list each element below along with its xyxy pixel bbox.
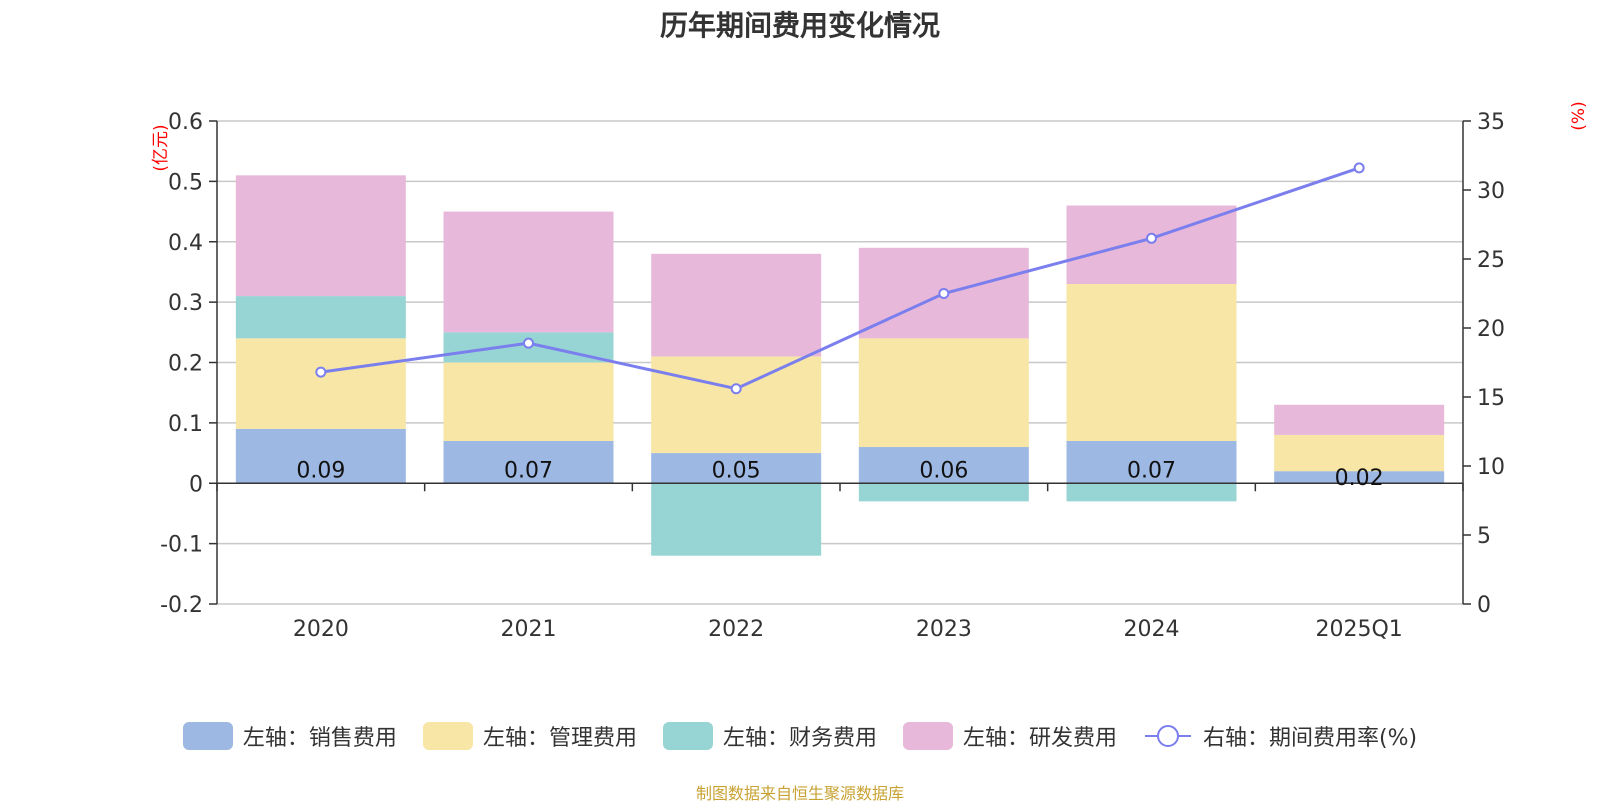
left-axis-tick-label: 0.3: [168, 291, 203, 316]
legend-item-rate[interactable]: 右轴：期间费用率(%): [1143, 720, 1417, 752]
left-axis-tick-label: 0.6: [168, 110, 203, 135]
bar-sales-2024: [1066, 440, 1237, 484]
right-axis-tick-label: 35: [1477, 110, 1505, 135]
bar-sales-2020: [235, 428, 406, 484]
bar-admin-2020: [235, 338, 406, 429]
right-axis-tick-label: 20: [1477, 317, 1505, 342]
bar-finance-2022: [651, 483, 822, 556]
legend-label-rnd: 左轴：研发费用: [962, 726, 1117, 751]
left-axis-tick-label: 0.1: [168, 412, 203, 437]
bar-sales-2022: [651, 453, 822, 484]
left-axis-tick-label: -0.2: [160, 593, 203, 618]
right-axis-tick-label: 5: [1477, 524, 1491, 549]
x-axis-category-label: 2021: [501, 617, 557, 642]
rate-point-2020: [315, 366, 327, 378]
legend: 左轴：销售费用 左轴：管理费用 左轴：财务费用 左轴：研发费用 右轴：期间费用率…: [0, 718, 1600, 754]
bar-rnd-2022: [651, 253, 822, 357]
legend-item-admin[interactable]: 左轴：管理费用: [422, 720, 637, 752]
rate-point-2024: [1146, 232, 1157, 244]
bar-value-label: 0.07: [1127, 458, 1176, 483]
bar-admin-2022: [651, 356, 822, 454]
right-axis-tick-label: 30: [1477, 179, 1505, 204]
bar-rnd-2021: [443, 211, 614, 333]
x-axis-category-label: 2022: [708, 617, 764, 642]
bar-value-label: 0.02: [1335, 466, 1384, 491]
bar-rnd-2025Q1: [1274, 404, 1445, 435]
x-axis-category-label: 2023: [916, 617, 972, 642]
bar-admin-2025Q1: [1274, 434, 1445, 472]
bar-admin-2024: [1066, 284, 1237, 441]
legend-item-finance[interactable]: 左轴：财务费用: [662, 720, 877, 752]
right-axis-tick-label: 10: [1477, 455, 1505, 480]
legend-label-admin: 左轴：管理费用: [482, 726, 637, 751]
bar-sales-2025Q1: [1274, 471, 1445, 484]
legend-line-marker-icon: [1144, 725, 1191, 747]
bar-value-label: 0.06: [919, 458, 968, 483]
left-axis-tick-label: 0: [189, 472, 203, 497]
rate-point-2023: [938, 288, 950, 299]
bar-admin-2023: [858, 338, 1029, 448]
bar-sales-2021: [443, 440, 614, 484]
x-axis-category-label: 2025Q1: [1316, 617, 1403, 642]
rate-point-2025Q1: [1353, 162, 1365, 174]
left-axis-tick-label: -0.1: [160, 533, 203, 558]
legend-label-rate: 右轴：期间费用率(%): [1202, 726, 1418, 751]
right-axis-tick-label: 25: [1477, 248, 1505, 273]
left-axis-tick-label: 0.5: [168, 170, 203, 195]
legend-swatch-rnd: [902, 722, 953, 750]
x-axis-category-label: 2024: [1124, 617, 1180, 642]
left-axis-unit: (亿元): [151, 124, 171, 171]
bar-value-label: 0.07: [504, 458, 553, 483]
legend-swatch-sales: [182, 722, 233, 750]
bar-value-label: 0.05: [712, 458, 761, 483]
left-axis-tick-label: 0.4: [168, 231, 203, 256]
bar-value-label: 0.09: [296, 458, 345, 483]
x-axis-category-label: 2020: [293, 617, 349, 642]
left-axis-tick-label: 0.2: [168, 352, 203, 377]
legend-item-sales[interactable]: 左轴：销售费用: [182, 720, 397, 752]
right-axis-tick-label: 0: [1477, 593, 1491, 618]
bar-admin-2021: [443, 362, 614, 441]
legend-item-rnd[interactable]: 左轴：研发费用: [902, 720, 1117, 752]
rate-line: [320, 166, 1360, 391]
rate-point-2021: [523, 337, 534, 349]
legend-swatch-finance: [662, 722, 713, 750]
bar-finance-2023: [858, 483, 1029, 502]
bar-finance-2024: [1066, 483, 1237, 502]
bar-finance-2020: [235, 296, 406, 339]
bar-sales-2023: [858, 447, 1029, 484]
data-source-note: 制图数据来自恒生聚源数据库: [695, 784, 904, 803]
legend-label-finance: 左轴：财务费用: [722, 726, 877, 751]
right-axis-tick-label: 15: [1477, 386, 1505, 411]
chart-title: 历年期间费用变化情况: [659, 9, 940, 42]
legend-label-sales: 左轴：销售费用: [242, 726, 397, 751]
bar-rnd-2020: [235, 175, 406, 297]
right-axis-unit: (%): [1569, 101, 1589, 130]
rate-point-2022: [730, 383, 742, 395]
legend-swatch-admin: [422, 722, 473, 750]
